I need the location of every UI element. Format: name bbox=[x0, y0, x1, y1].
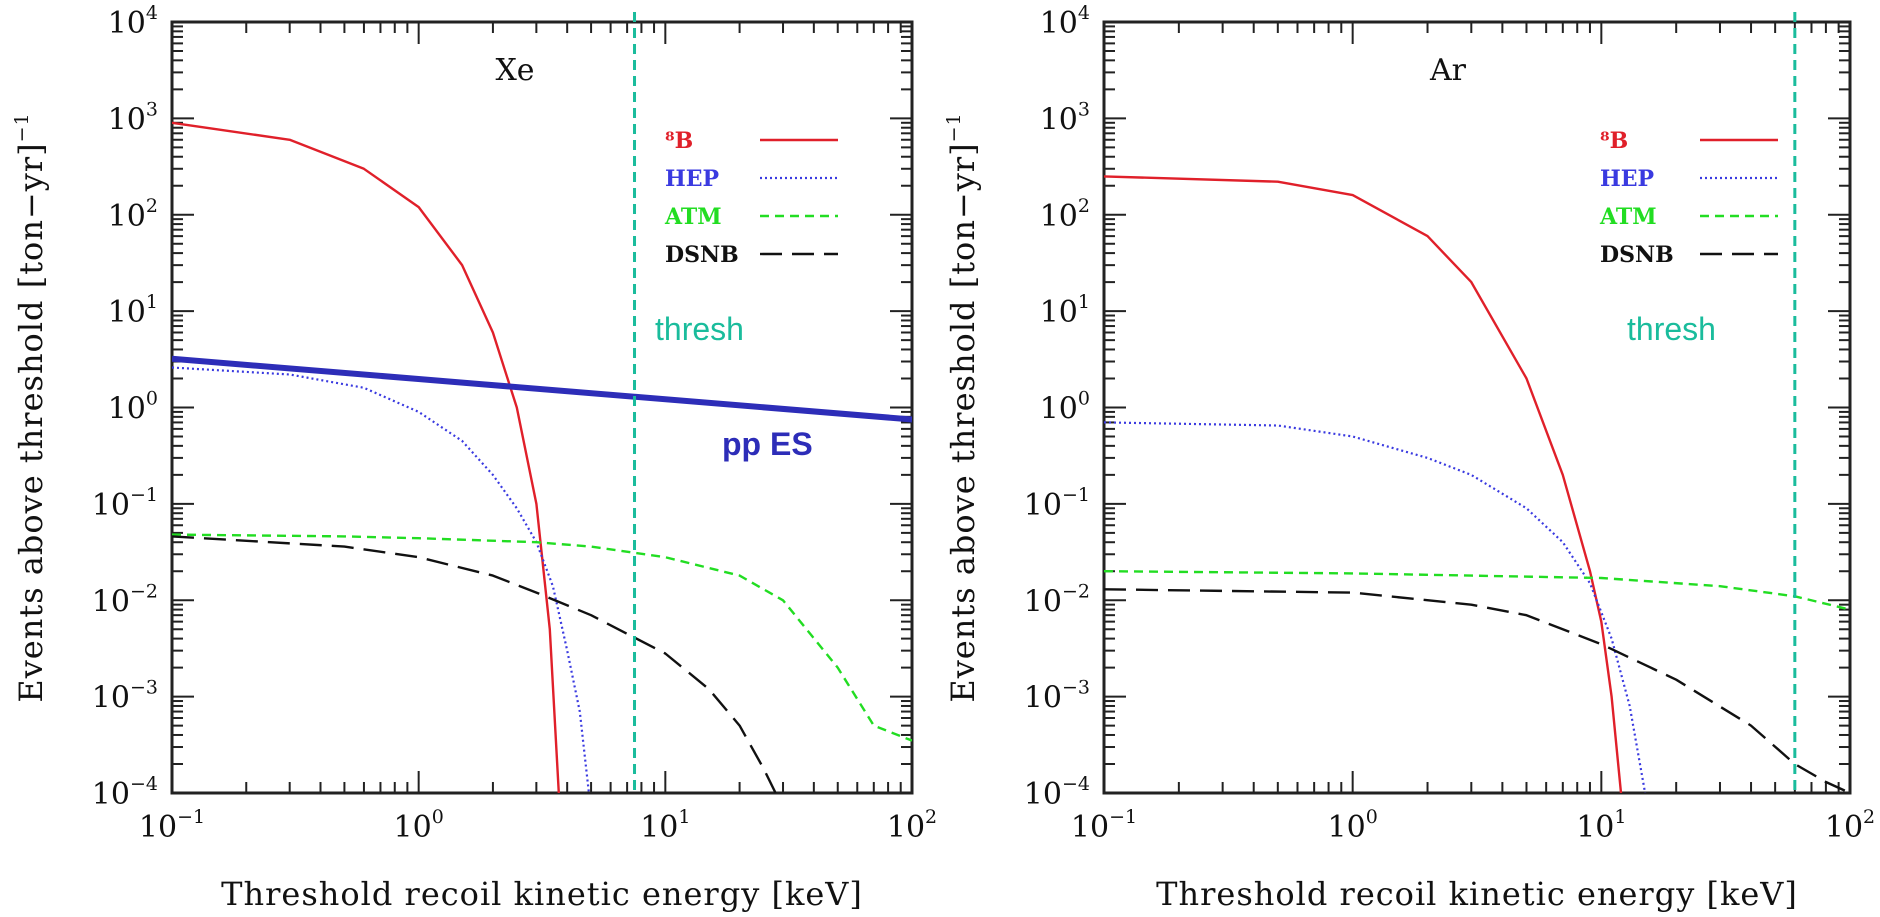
x-axis-title: Threshold recoil kinetic energy [keV] bbox=[1156, 875, 1798, 913]
legend-label: HEP bbox=[1600, 166, 1654, 192]
xe-panel: 10−4 10−3 10−2 10−1 100 101 102 103 104 10−1 100 10… bbox=[11, 2, 937, 913]
x-tick-label: 101 bbox=[640, 806, 690, 845]
x-tick-label: 100 bbox=[394, 806, 444, 845]
series-line-b bbox=[1104, 175, 1623, 793]
series-line-hep bbox=[172, 366, 590, 793]
x-tick-label: 102 bbox=[1825, 806, 1875, 845]
series-line-dsnb bbox=[1104, 588, 1850, 793]
y-axis-title: Events above threshold [ton−yr]−1 bbox=[943, 112, 982, 702]
pp-es-label: pp ES bbox=[722, 426, 813, 462]
y-tick-label: 10−4 bbox=[1024, 773, 1090, 812]
y-tick-label: 101 bbox=[1040, 291, 1090, 330]
y-tick-label: 104 bbox=[108, 2, 158, 41]
legend-label: DSNB bbox=[665, 242, 739, 268]
y-tick-label: 104 bbox=[1040, 2, 1090, 41]
plot-frame bbox=[1102, 20, 1852, 795]
legend-label: DSNB bbox=[1600, 242, 1674, 268]
x-tick-label: 100 bbox=[1328, 806, 1378, 845]
y-tick-label: 10−2 bbox=[92, 580, 158, 619]
y-tick-label: 10−1 bbox=[1024, 484, 1090, 523]
legend-label: ⁸B bbox=[665, 128, 693, 154]
y-tick-label: 103 bbox=[108, 98, 158, 137]
y-tick-label: 100 bbox=[108, 388, 158, 427]
legend-label: ATM bbox=[664, 204, 722, 230]
legend-label: HEP bbox=[665, 166, 719, 192]
threshold-label: thresh bbox=[655, 311, 744, 347]
y-tick-label: 10−3 bbox=[92, 677, 158, 716]
y-tick-label: 103 bbox=[1040, 98, 1090, 137]
panel-title: Ar bbox=[1429, 53, 1467, 88]
series-line-b bbox=[172, 121, 560, 793]
x-tick-label: 102 bbox=[887, 806, 937, 845]
y-tick-label: 102 bbox=[108, 195, 158, 234]
legend-label: ATM bbox=[1599, 204, 1657, 230]
y-axis-title: Events above threshold [ton−yr]−1 bbox=[11, 112, 50, 702]
x-tick-label: 10−1 bbox=[139, 806, 205, 845]
x-axis-title: Threshold recoil kinetic energy [keV] bbox=[221, 875, 863, 913]
series-line-dsnb bbox=[172, 535, 777, 793]
y-tick-label: 101 bbox=[108, 291, 158, 330]
y-tick-label: 100 bbox=[1040, 388, 1090, 427]
x-tick-label: 10−1 bbox=[1071, 806, 1137, 845]
y-tick-label: 10−4 bbox=[92, 773, 158, 812]
panel-title: Xe bbox=[495, 53, 534, 88]
threshold-label: thresh bbox=[1627, 311, 1716, 347]
y-tick-label: 10−1 bbox=[92, 484, 158, 523]
y-tick-label: 10−2 bbox=[1024, 580, 1090, 619]
series-line-hep bbox=[1104, 421, 1647, 793]
y-tick-label: 10−3 bbox=[1024, 677, 1090, 716]
legend-label: ⁸B bbox=[1600, 128, 1628, 154]
y-tick-label: 102 bbox=[1040, 195, 1090, 234]
series-line-ppes bbox=[172, 355, 912, 423]
ar-panel: 10−4 10−3 10−2 10−1 100 101 102 103 104 10−1 100 10… bbox=[943, 2, 1875, 913]
x-tick-label: 101 bbox=[1576, 806, 1626, 845]
